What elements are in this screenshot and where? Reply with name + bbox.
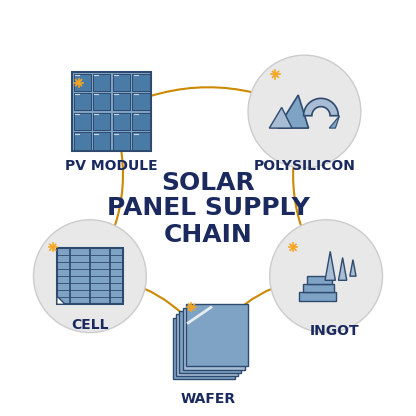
FancyBboxPatch shape xyxy=(132,93,150,110)
Polygon shape xyxy=(325,251,335,280)
FancyArrowPatch shape xyxy=(92,116,123,274)
Text: PV MODULE: PV MODULE xyxy=(65,159,158,173)
FancyBboxPatch shape xyxy=(74,132,91,150)
FancyBboxPatch shape xyxy=(113,74,130,91)
FancyBboxPatch shape xyxy=(93,74,110,91)
FancyBboxPatch shape xyxy=(74,93,91,110)
FancyBboxPatch shape xyxy=(113,132,130,150)
FancyBboxPatch shape xyxy=(186,304,248,366)
Polygon shape xyxy=(339,258,347,280)
FancyArrowPatch shape xyxy=(210,276,323,340)
Circle shape xyxy=(270,220,382,332)
FancyArrowPatch shape xyxy=(95,276,206,342)
FancyBboxPatch shape xyxy=(173,317,235,379)
FancyBboxPatch shape xyxy=(72,72,151,151)
Polygon shape xyxy=(269,107,292,128)
Polygon shape xyxy=(329,116,339,128)
FancyBboxPatch shape xyxy=(93,93,110,110)
FancyBboxPatch shape xyxy=(93,132,110,150)
Polygon shape xyxy=(304,98,338,116)
FancyBboxPatch shape xyxy=(93,113,110,130)
Polygon shape xyxy=(350,260,356,276)
FancyBboxPatch shape xyxy=(113,113,130,130)
Text: POLYSILICON: POLYSILICON xyxy=(253,159,355,173)
FancyArrowPatch shape xyxy=(293,114,323,272)
FancyBboxPatch shape xyxy=(307,276,332,284)
FancyArrowPatch shape xyxy=(114,87,300,110)
Text: SOLAR: SOLAR xyxy=(161,171,255,195)
FancyBboxPatch shape xyxy=(183,307,245,369)
FancyBboxPatch shape xyxy=(299,292,337,301)
FancyBboxPatch shape xyxy=(74,113,91,130)
Text: CHAIN: CHAIN xyxy=(163,223,253,247)
FancyBboxPatch shape xyxy=(57,248,123,304)
Text: PANEL SUPPLY: PANEL SUPPLY xyxy=(106,196,310,220)
FancyBboxPatch shape xyxy=(74,74,91,91)
FancyBboxPatch shape xyxy=(132,74,150,91)
Circle shape xyxy=(248,55,361,168)
Text: WAFER: WAFER xyxy=(181,392,235,406)
FancyBboxPatch shape xyxy=(132,113,150,130)
FancyBboxPatch shape xyxy=(113,93,130,110)
FancyBboxPatch shape xyxy=(176,314,238,376)
Text: INGOT: INGOT xyxy=(310,324,359,338)
FancyBboxPatch shape xyxy=(179,311,241,373)
Polygon shape xyxy=(277,95,309,128)
FancyBboxPatch shape xyxy=(303,284,334,292)
FancyBboxPatch shape xyxy=(132,132,150,150)
Circle shape xyxy=(34,220,146,332)
Polygon shape xyxy=(57,296,65,304)
Text: CELL: CELL xyxy=(71,317,109,332)
